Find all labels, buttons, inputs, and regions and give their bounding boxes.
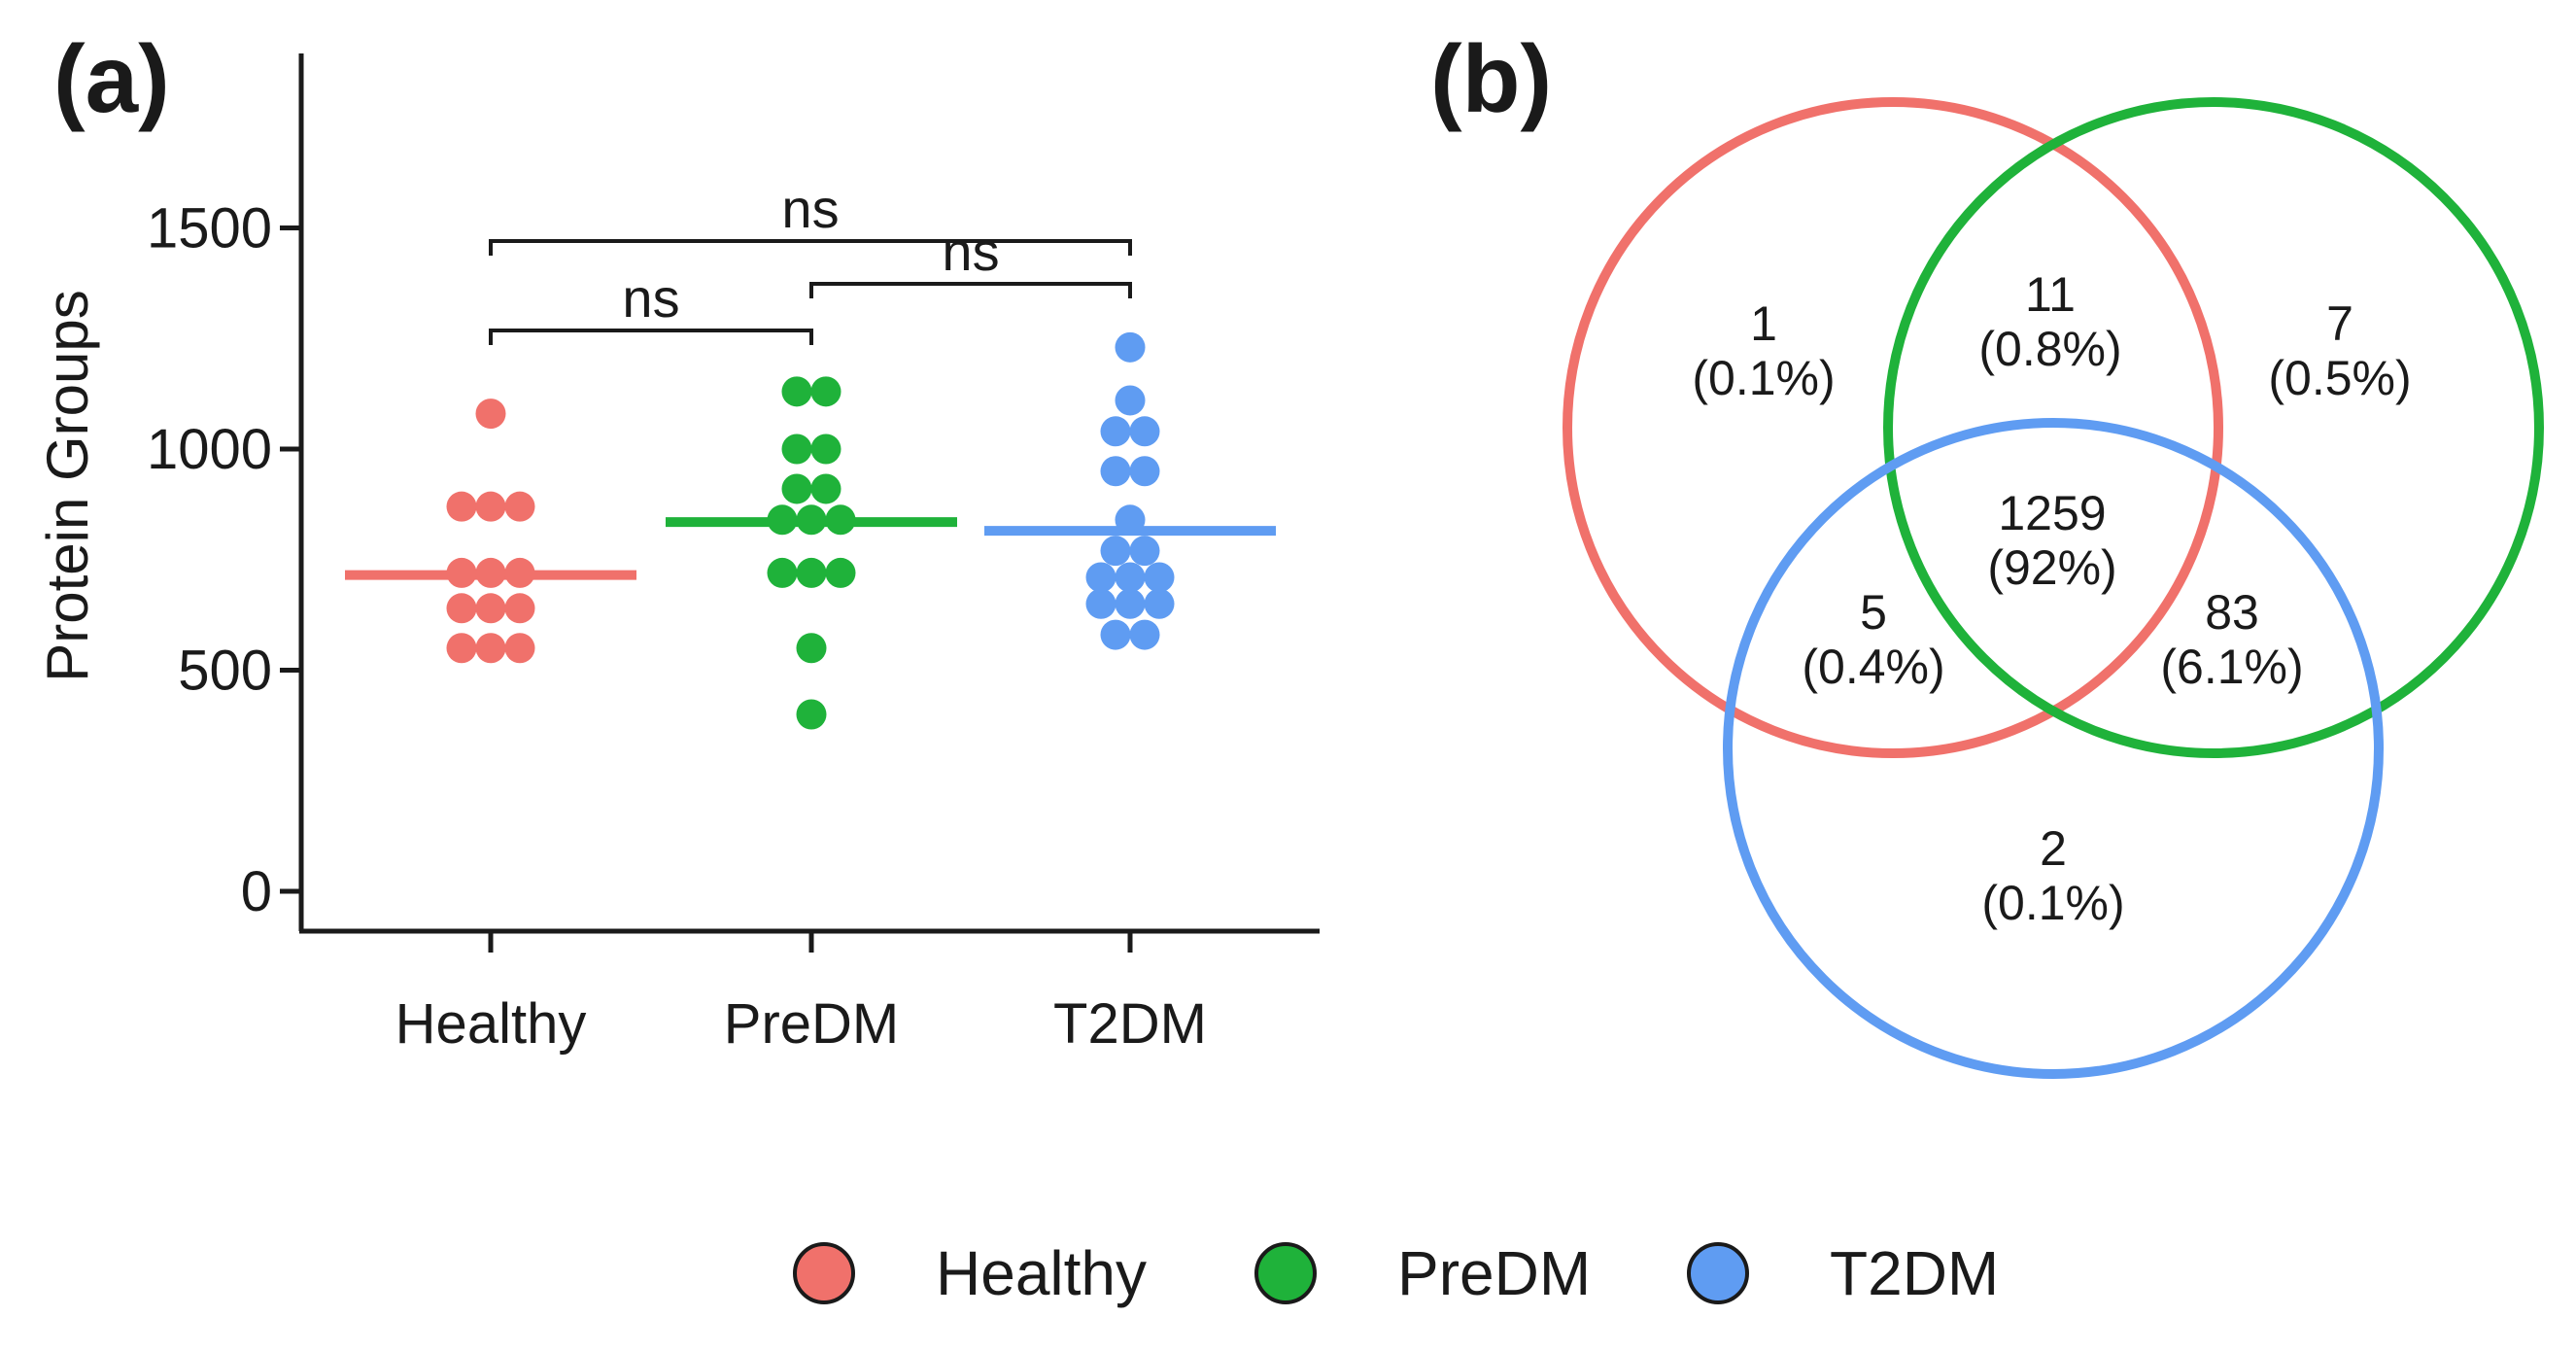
data-point-predm (796, 699, 827, 730)
significance-label: ns (622, 267, 679, 329)
significance-bracket (809, 282, 1132, 298)
data-points (446, 331, 1175, 730)
legend-swatch-t2dm (1687, 1242, 1749, 1304)
venn-diagram: 1(0.1%)11(0.8%) 7(0.5%)1259(92%)5(0.4%)83… (1563, 97, 2544, 1079)
panel-a-label: (a) (53, 25, 170, 132)
data-point-healthy (504, 557, 535, 588)
data-point-t2dm (1144, 588, 1175, 619)
data-point-t2dm (1129, 416, 1160, 447)
x-ticks: Healthy PreDM T2DM (395, 931, 1207, 1056)
data-point-healthy (504, 491, 535, 522)
venn-region-labels: 1(0.1%)11(0.8%) 7(0.5%)1259(92%)5(0.4%)83… (1692, 267, 2411, 930)
y-ticks: 0 500 1000 1500 (147, 197, 301, 923)
legend-label: Healthy (936, 1238, 1147, 1308)
data-point-predm (825, 557, 856, 588)
data-point-predm (767, 557, 798, 588)
y-tick-label: 0 (241, 860, 272, 923)
legend-label: PreDM (1397, 1238, 1591, 1308)
venn-region-count: 1 (1750, 296, 1777, 351)
venn-region-percent: (92%) (1987, 540, 2116, 595)
data-point-t2dm (1115, 385, 1146, 416)
data-point-t2dm (1100, 619, 1131, 650)
data-point-healthy (504, 633, 535, 664)
data-point-t2dm (1100, 536, 1131, 567)
data-point-t2dm (1129, 456, 1160, 487)
panel-b-label: (b) (1430, 25, 1552, 132)
significance-bracket (489, 329, 813, 345)
data-point-t2dm (1085, 562, 1116, 593)
significance-bracket (489, 239, 1132, 256)
data-point-t2dm (1115, 331, 1146, 363)
data-point-healthy (475, 399, 506, 430)
y-tick-label: 500 (178, 640, 272, 703)
data-point-predm (781, 473, 812, 504)
x-tick-label: T2DM (1053, 992, 1207, 1056)
venn-region-percent: (0.1%) (1981, 876, 2124, 930)
data-point-predm (825, 504, 856, 536)
venn-circle-predm (1883, 97, 2544, 758)
data-point-predm (767, 504, 798, 536)
legend-swatch-predm (1254, 1242, 1317, 1304)
data-point-healthy (475, 633, 506, 664)
data-point-predm (810, 473, 841, 504)
legend-swatch-healthy (793, 1242, 855, 1304)
data-point-predm (781, 376, 812, 407)
data-point-t2dm (1115, 588, 1146, 619)
venn-region-percent: (0.8%) (1978, 322, 2121, 376)
significance-label: ns (781, 178, 839, 239)
data-point-healthy (446, 633, 477, 664)
venn-region-percent: (0.5%) (2268, 351, 2411, 405)
data-point-t2dm (1129, 536, 1160, 567)
data-point-healthy (475, 593, 506, 624)
legend: Healthy PreDM T2DM (793, 1238, 1999, 1308)
venn-region-count: 11 (2025, 267, 2076, 322)
venn-region-percent: (6.1%) (2160, 640, 2303, 694)
significance-label: ns (942, 221, 999, 282)
data-point-t2dm (1129, 619, 1160, 650)
data-point-predm (810, 376, 841, 407)
data-point-healthy (475, 557, 506, 588)
data-point-predm (796, 557, 827, 588)
y-tick-label: 1500 (147, 197, 272, 260)
y-tick-label: 1000 (147, 418, 272, 481)
data-point-t2dm (1115, 504, 1146, 536)
data-point-healthy (475, 491, 506, 522)
data-point-healthy (446, 491, 477, 522)
dot-plot: Protein Groups 0 500 1000 1500 Healthy PreDM… (35, 53, 1320, 1056)
venn-region-percent: (0.1%) (1692, 351, 1835, 405)
data-point-t2dm (1085, 588, 1116, 619)
data-point-t2dm (1144, 562, 1175, 593)
data-point-healthy (446, 557, 477, 588)
venn-circle-t2dm (1723, 418, 2384, 1079)
x-tick-label: Healthy (395, 992, 587, 1056)
y-axis-title: Protein Groups (35, 290, 100, 682)
venn-region-percent: (0.4%) (1802, 640, 1944, 694)
data-point-predm (781, 433, 812, 465)
data-point-healthy (504, 593, 535, 624)
legend-label: T2DM (1830, 1238, 1999, 1308)
venn-circles (1563, 97, 2544, 1079)
data-point-healthy (446, 593, 477, 624)
significance-brackets: ns ns ns (489, 178, 1132, 345)
data-point-t2dm (1100, 416, 1131, 447)
venn-region-count: 83 (2205, 585, 2259, 640)
venn-region-count: 5 (1860, 585, 1887, 640)
data-point-t2dm (1115, 562, 1146, 593)
data-point-predm (796, 633, 827, 664)
venn-region-count: 2 (2040, 821, 2067, 876)
data-point-predm (810, 433, 841, 465)
venn-region-count: 7 (2326, 296, 2353, 351)
venn-region-count: 1259 (1998, 486, 2106, 540)
x-tick-label: PreDM (724, 992, 899, 1056)
venn-circle-healthy (1563, 97, 2223, 758)
data-point-t2dm (1100, 456, 1131, 487)
data-point-predm (796, 504, 827, 536)
